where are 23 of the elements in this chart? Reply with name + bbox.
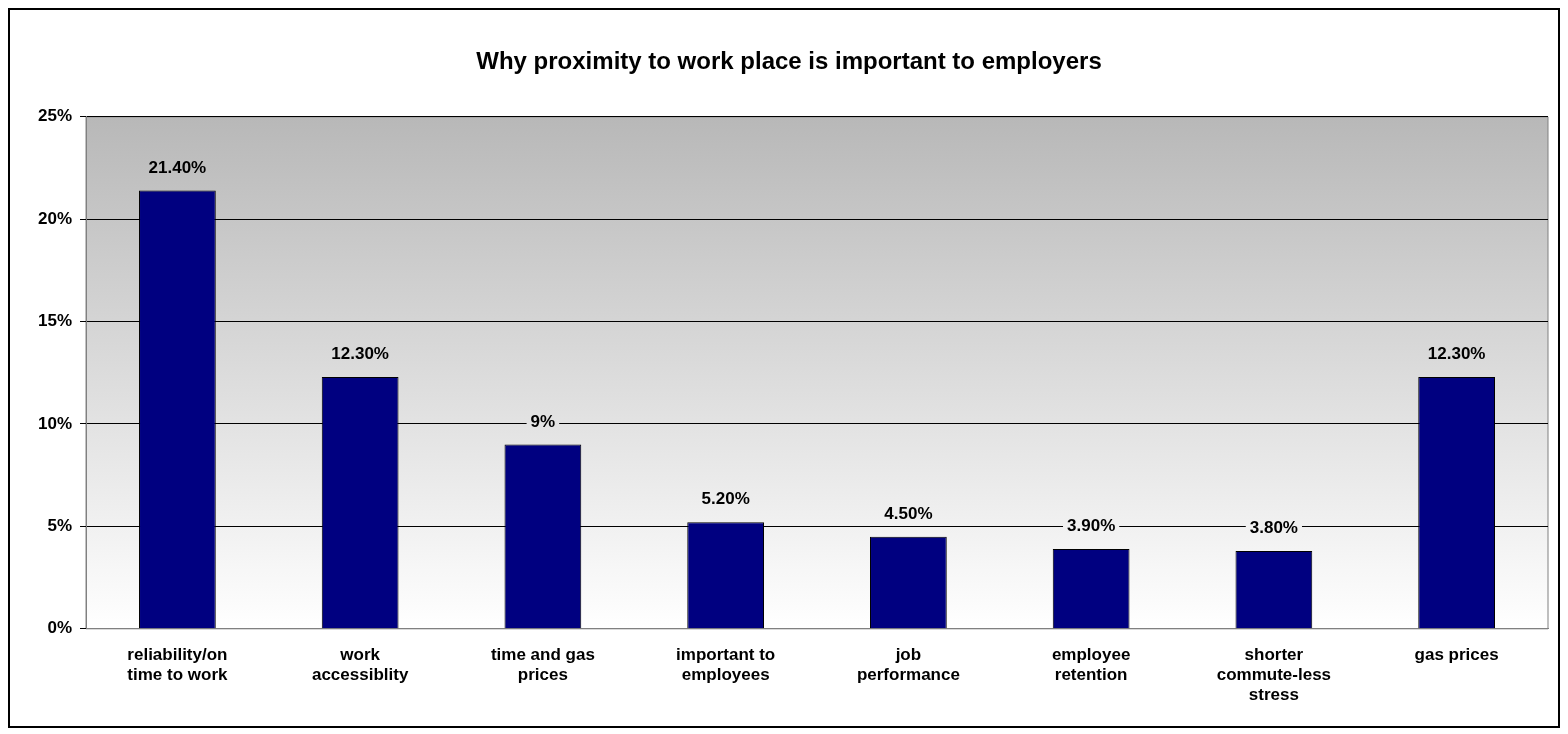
data-label: 4.50%: [884, 503, 933, 523]
x-tick-label: time and gas prices: [490, 644, 595, 685]
x-tick-label: work accessiblity: [311, 644, 409, 685]
data-label: 12.30%: [331, 344, 389, 364]
chart-title: Why proximity to work place is important to employers: [476, 47, 1102, 75]
x-tick-label: gas prices: [1414, 644, 1499, 664]
data-label: 3.80%: [1249, 518, 1298, 538]
y-tick-label: 15%: [37, 311, 73, 331]
y-tick-label: 20%: [37, 208, 73, 228]
data-label: 12.30%: [1427, 344, 1486, 364]
y-tick-label: 5%: [47, 516, 73, 536]
x-tick-label: shorter commute-less stress: [1216, 644, 1332, 705]
x-tick-label: job performance: [856, 644, 960, 685]
data-label: 3.90%: [1067, 516, 1116, 536]
y-tick-label: 10%: [37, 413, 73, 433]
data-label: 5.20%: [701, 489, 750, 509]
data-label: 21.40%: [148, 157, 207, 177]
data-label: 9%: [530, 411, 556, 431]
x-tick-label: reliability/on time to work: [127, 644, 229, 685]
y-tick-label: 25%: [37, 106, 73, 126]
y-tick-label: 0%: [47, 618, 73, 638]
x-tick-label: important to employees: [676, 644, 776, 685]
x-tick-label: employee retention: [1051, 644, 1131, 685]
